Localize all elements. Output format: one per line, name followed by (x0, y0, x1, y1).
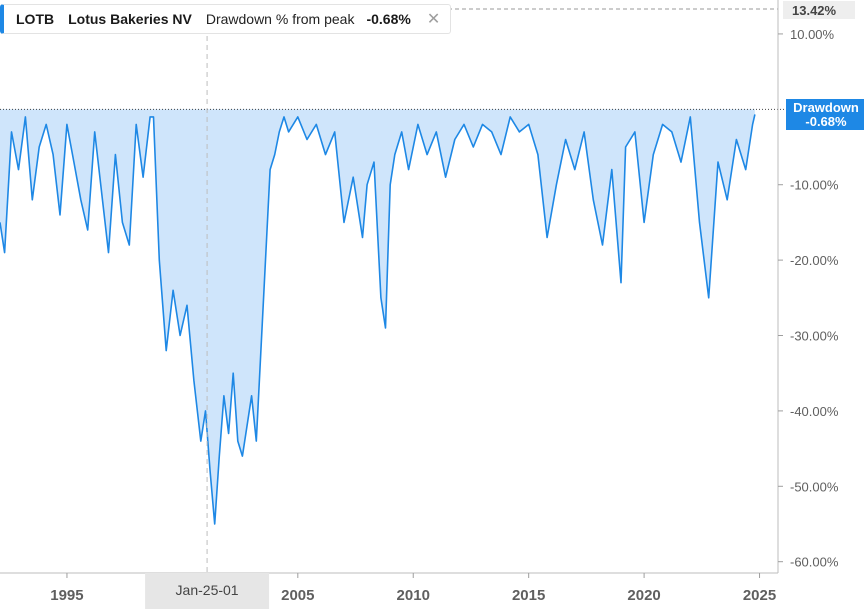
y-tick-label: 10.00% (790, 27, 835, 42)
close-icon[interactable]: ✕ (426, 11, 441, 28)
y-tick-label: -30.00% (790, 329, 839, 344)
y-tick-label: -40.00% (790, 404, 839, 419)
x-axis: 1995 2005 2010 2015 2020 2025 (50, 573, 776, 604)
x-tick-label: 2020 (627, 587, 660, 604)
y-tick-label: -60.00% (790, 555, 839, 570)
crosshair-date-label: Jan-25-01 (176, 582, 239, 598)
top-value-badge (783, 1, 855, 19)
x-tick-label: 2005 (281, 587, 314, 604)
drawdown-series-line (0, 114, 756, 525)
y-tick-label: -20.00% (790, 253, 839, 268)
series-legend: LOTB Lotus Bakeries NV Drawdown % from p… (0, 4, 452, 34)
drawdown-area-fill (0, 109, 755, 525)
series-badge-value: -0.68% (805, 114, 847, 129)
x-tick-label: 2025 (743, 587, 776, 604)
x-tick-label: 1995 (50, 587, 83, 604)
y-tick-label: -10.00% (790, 178, 839, 193)
x-tick-label: 2015 (512, 587, 545, 604)
x-tick-label: 2010 (397, 587, 430, 604)
legend-ticker: LOTB (16, 11, 55, 27)
crosshair-date-badge (145, 573, 270, 609)
legend-metric-label: Drawdown % from peak (205, 11, 355, 27)
y-axis: 10.00% -10.00% -20.00% -30.00% -40.00% -50.00… (778, 27, 839, 570)
legend-current-value: -0.68% (366, 11, 411, 27)
legend-company-name: Lotus Bakeries NV (68, 11, 192, 27)
series-value-badge (786, 99, 864, 130)
y-tick-label: -50.00% (790, 479, 839, 494)
top-value-label: 13.42% (792, 3, 837, 18)
series-badge-label: Drawdown (793, 100, 859, 115)
